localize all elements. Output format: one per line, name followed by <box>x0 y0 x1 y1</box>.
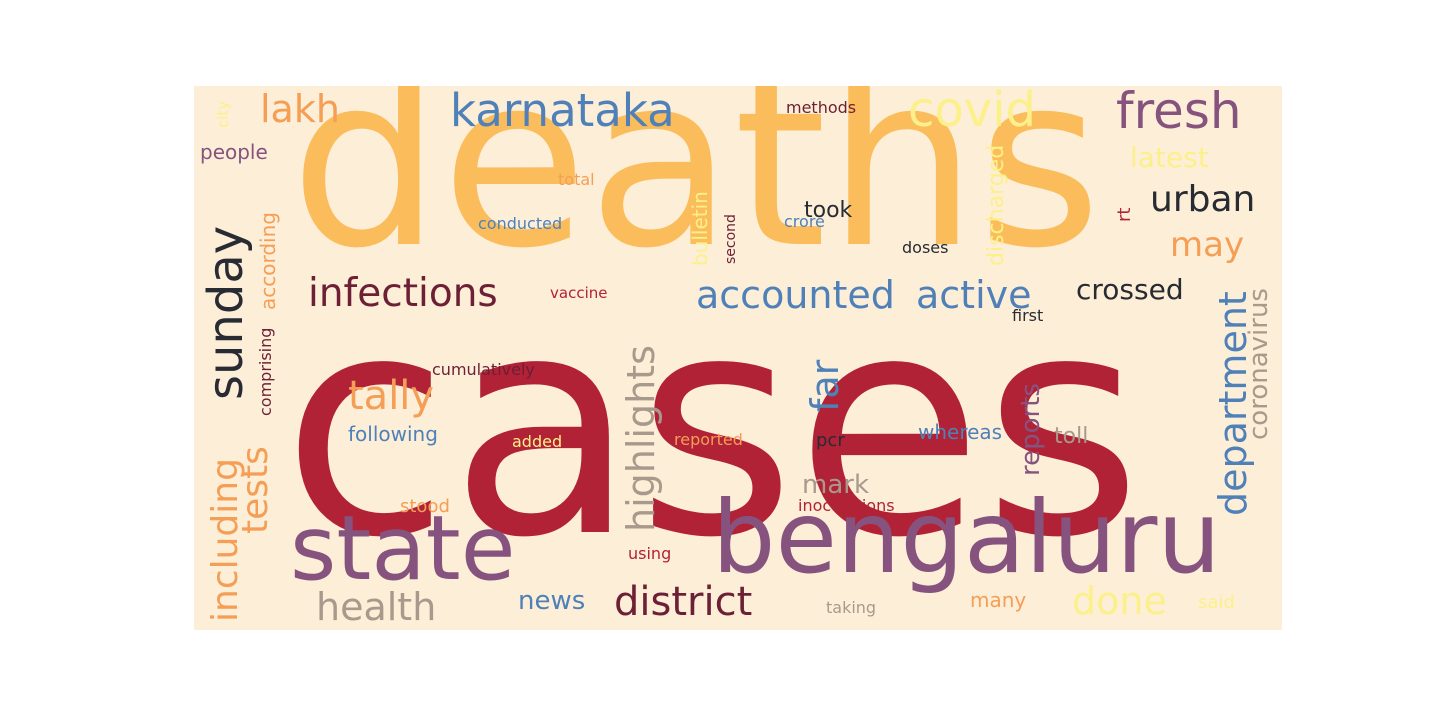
word-fresh: fresh <box>1116 86 1242 140</box>
word-following: following <box>348 422 438 446</box>
word-vaccine: vaccine <box>550 284 608 302</box>
word-comprising: comprising <box>256 327 275 416</box>
word-deaths: deaths <box>290 86 1102 301</box>
word-total: total <box>558 170 595 189</box>
word-doses: doses <box>902 238 949 257</box>
word-covid: covid <box>908 86 1036 138</box>
word-took: took <box>804 198 853 223</box>
word-district: district <box>614 579 753 625</box>
word-using: using <box>628 544 672 563</box>
word-reported: reported <box>674 430 743 449</box>
word-said: said <box>1198 592 1235 613</box>
word-first: first <box>1012 306 1044 325</box>
word-may: may <box>1170 225 1245 265</box>
word-far: far <box>803 359 847 412</box>
word-pcr: pcr <box>816 430 845 451</box>
word-people: people <box>200 140 268 164</box>
word-latest: latest <box>1130 141 1209 174</box>
word-reports: reports <box>1016 383 1046 476</box>
word-accounted: accounted <box>696 273 895 317</box>
word-done: done <box>1072 579 1167 623</box>
word-tests: tests <box>235 446 276 534</box>
word-news: news <box>518 586 586 616</box>
word-many: many <box>970 588 1027 612</box>
word-lakh: lakh <box>260 87 340 131</box>
word-active: active <box>916 273 1032 317</box>
word-coronavirus: coronavirus <box>1244 288 1274 440</box>
word-state: state <box>290 496 516 600</box>
word-cloud: cases deaths bengaluru state karnataka f… <box>194 86 1282 630</box>
word-methods: methods <box>786 98 857 117</box>
word-health: health <box>316 585 437 629</box>
word-stood: stood <box>400 496 450 517</box>
word-cases: cases <box>282 249 1143 604</box>
word-second: second <box>723 214 739 264</box>
word-urban: urban <box>1150 179 1256 220</box>
word-crossed: crossed <box>1076 273 1184 306</box>
word-according: according <box>256 212 280 310</box>
word-crore: crore <box>784 212 825 231</box>
word-mark: mark <box>802 470 870 500</box>
word-bulletin: bulletin <box>688 191 712 266</box>
word-highlights: highlights <box>619 345 663 532</box>
word-cumulatively: cumulatively <box>432 360 535 379</box>
word-discharged: discharged <box>984 144 1009 266</box>
word-karnataka: karnataka <box>450 86 675 137</box>
word-whereas: whereas <box>918 420 1003 444</box>
word-bengaluru: bengaluru <box>712 479 1221 596</box>
word-city: city <box>214 100 232 128</box>
word-toll: toll <box>1054 424 1089 449</box>
word-conducted: conducted <box>478 214 563 233</box>
word-added: added <box>512 432 563 451</box>
word-inoculations: inoculations <box>798 496 895 515</box>
word-sunday: sunday <box>198 225 254 400</box>
word-rt: rt <box>1114 207 1135 222</box>
word-infections: infections <box>308 271 498 316</box>
word-tally: tally <box>348 373 435 419</box>
word-taking: taking <box>826 598 877 617</box>
